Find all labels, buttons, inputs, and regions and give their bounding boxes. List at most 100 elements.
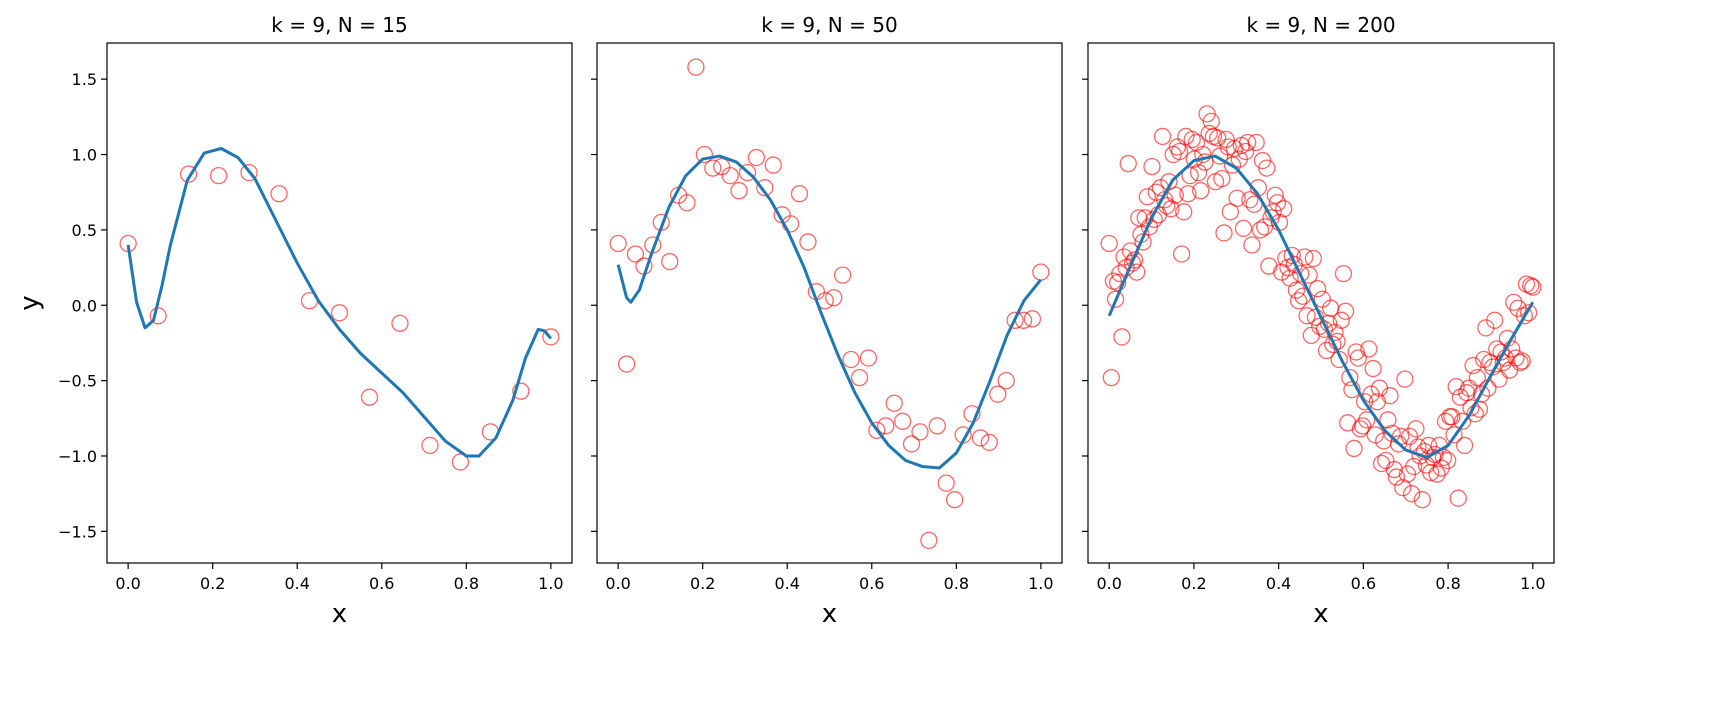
data-point (421, 436, 439, 455)
data-point (1258, 159, 1276, 177)
data-point (1511, 353, 1529, 372)
data-point (1445, 426, 1463, 444)
plot-area (609, 58, 1050, 550)
data-point (1219, 138, 1237, 156)
panel: k = 9, N = 15 x y 0.0 0.2 0.4 0.6 0.8 1.0 −1.5 −1.… (15, 13, 573, 629)
data-point (1123, 254, 1142, 272)
panel-title: k = 9, N = 200 (1246, 13, 1395, 37)
data-point (799, 233, 817, 251)
data-point (911, 423, 929, 441)
data-point (1289, 292, 1308, 310)
data-point (1505, 293, 1523, 311)
data-point (1524, 278, 1542, 296)
data-point (1292, 264, 1310, 283)
data-point (1464, 356, 1482, 375)
data-point (1381, 387, 1399, 405)
axes-frame (106, 42, 573, 564)
data-point (1324, 335, 1342, 354)
data-point (833, 266, 852, 284)
x-tick-label: 1.0 (1520, 574, 1545, 593)
data-point (1413, 491, 1431, 509)
y-tick-label: −0.5 (58, 372, 97, 391)
data-point (1192, 182, 1210, 200)
data-point (713, 157, 731, 176)
data-point (1419, 436, 1438, 455)
data-point (1125, 251, 1144, 269)
data-point (1366, 426, 1384, 444)
data-point (1234, 219, 1253, 238)
data-point (721, 166, 739, 185)
data-point (971, 429, 990, 447)
data-point (1336, 302, 1355, 320)
data-point (1119, 154, 1137, 173)
data-point (661, 252, 679, 271)
data-point (1436, 412, 1455, 430)
data-point (179, 165, 198, 183)
x-tick-label: 0.6 (859, 574, 884, 593)
data-point (1468, 368, 1486, 387)
data-point (1153, 127, 1172, 146)
data-point (1228, 189, 1246, 207)
data-point (1266, 186, 1284, 204)
fit-curve (616, 154, 1043, 470)
data-point (1513, 352, 1531, 370)
data-point (945, 491, 964, 509)
x-tick-label: 0.8 (1435, 574, 1460, 593)
data-point (1100, 234, 1118, 253)
data-point (1377, 451, 1395, 470)
data-point (1181, 166, 1199, 185)
data-point (240, 163, 258, 182)
panel-title: k = 9, N = 50 (761, 13, 897, 37)
data-point (1221, 203, 1239, 221)
data-point (1196, 153, 1214, 171)
data-point (1447, 378, 1465, 396)
data-point (1385, 460, 1403, 479)
data-point (868, 421, 886, 440)
data-point (1243, 236, 1261, 254)
panel: k = 9, N = 50 x 0.0 0.2 0.4 0.6 0.8 1.0 (591, 13, 1063, 629)
x-tick-label: 1.0 (538, 574, 563, 593)
data-point (270, 185, 288, 203)
x-axis-label: x (332, 599, 347, 629)
data-point (1251, 221, 1270, 239)
y-axis-label: y (15, 295, 45, 310)
data-point (1372, 454, 1391, 473)
x-tick-label: 0.2 (200, 574, 225, 593)
data-point (1486, 311, 1504, 329)
data-point (695, 145, 714, 164)
data-point (1102, 368, 1120, 387)
data-point (1387, 468, 1406, 486)
data-point (850, 368, 869, 387)
x-tick-label: 0.2 (690, 574, 715, 593)
data-point (1213, 170, 1231, 188)
data-point (1439, 451, 1457, 470)
data-point (1339, 414, 1357, 432)
data-point (1360, 340, 1378, 358)
data-point (1239, 133, 1257, 152)
y-tick-label: −1.0 (58, 447, 97, 466)
data-point (885, 394, 903, 412)
data-point (1106, 290, 1125, 308)
data-point (1522, 277, 1540, 295)
data-point (1194, 145, 1212, 164)
data-point (1296, 248, 1314, 266)
data-point (920, 531, 938, 550)
data-point (1175, 203, 1193, 221)
data-point (963, 405, 981, 423)
y-tick-label: −1.5 (58, 522, 97, 541)
data-point (738, 163, 757, 182)
data-point (1332, 311, 1350, 329)
data-point (1364, 359, 1382, 378)
data-point (1166, 186, 1184, 204)
data-point (1215, 224, 1233, 242)
data-point (1200, 124, 1218, 143)
plot-area (119, 147, 560, 471)
data-point (1260, 257, 1278, 275)
data-point (1006, 311, 1024, 329)
x-tick-label: 1.0 (1028, 574, 1053, 593)
data-point (1353, 417, 1372, 435)
data-point (1345, 439, 1363, 458)
fit-curve (126, 147, 553, 458)
data-point (877, 417, 895, 435)
